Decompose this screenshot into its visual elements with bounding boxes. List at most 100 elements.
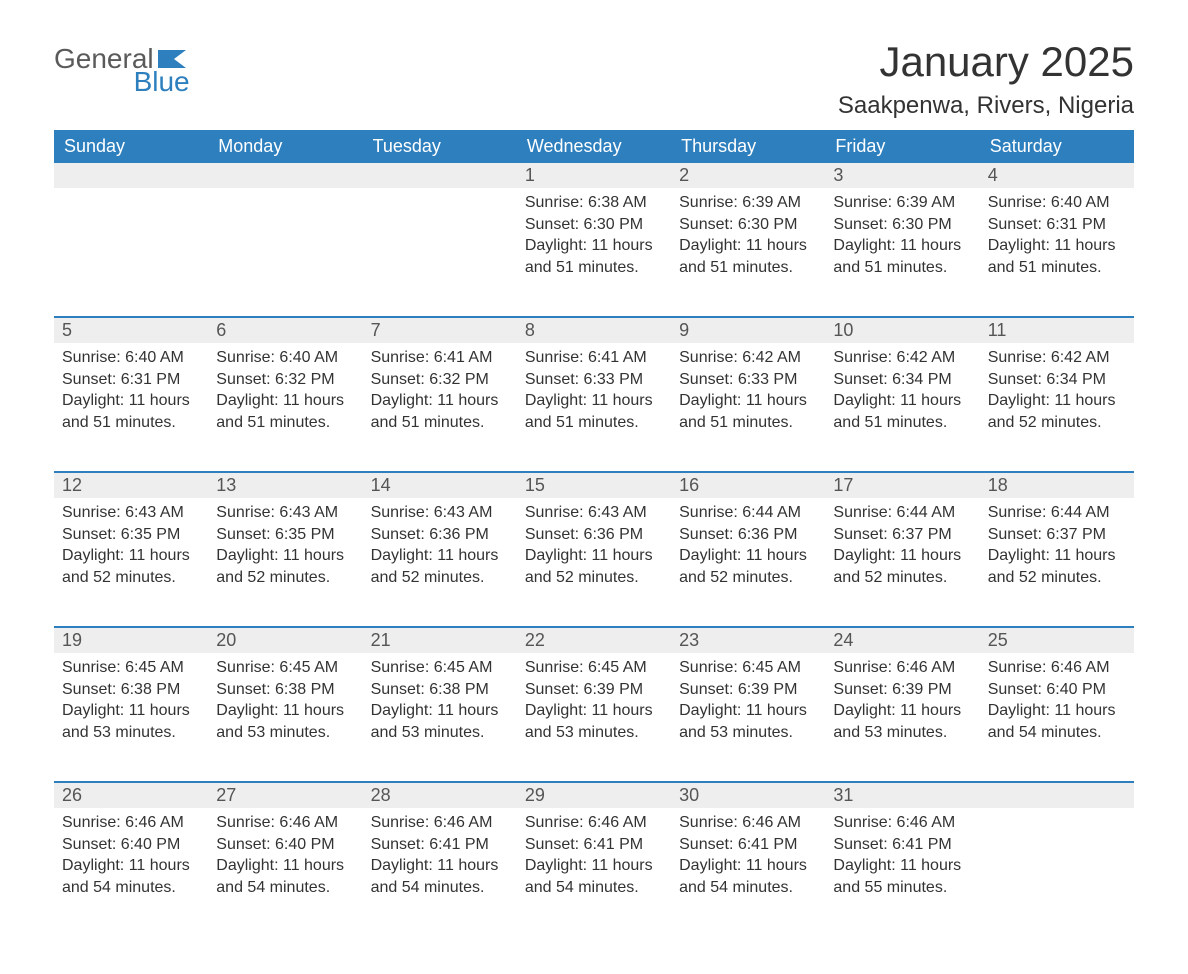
day-details: Sunrise: 6:42 AMSunset: 6:34 PMDaylight:… <box>825 343 979 451</box>
day-number <box>54 163 208 188</box>
details-cell <box>208 188 362 316</box>
daynum-cell: 9 <box>671 316 825 343</box>
details-cell <box>54 188 208 316</box>
day-number: 14 <box>363 471 517 498</box>
sunset-text: Sunset: 6:41 PM <box>833 834 971 856</box>
day-number: 10 <box>825 316 979 343</box>
day-number: 1 <box>517 163 671 188</box>
details-cell: Sunrise: 6:42 AMSunset: 6:33 PMDaylight:… <box>671 343 825 471</box>
sunset-text: Sunset: 6:36 PM <box>371 524 509 546</box>
daylight-line1: Daylight: 11 hours <box>679 390 817 412</box>
details-cell: Sunrise: 6:45 AMSunset: 6:39 PMDaylight:… <box>517 653 671 781</box>
daynum-cell: 26 <box>54 781 208 808</box>
brand-logo: General Blue <box>54 38 190 97</box>
day-number: 19 <box>54 626 208 653</box>
day-number <box>980 781 1134 808</box>
day-number: 13 <box>208 471 362 498</box>
daylight-line2: and 53 minutes. <box>62 722 200 744</box>
daylight-line2: and 51 minutes. <box>988 257 1126 279</box>
sunrise-text: Sunrise: 6:41 AM <box>525 347 663 369</box>
sunrise-text: Sunrise: 6:46 AM <box>679 812 817 834</box>
day-details: Sunrise: 6:46 AMSunset: 6:41 PMDaylight:… <box>363 808 517 916</box>
daylight-line2: and 52 minutes. <box>833 567 971 589</box>
day-details: Sunrise: 6:46 AMSunset: 6:40 PMDaylight:… <box>980 653 1134 761</box>
daylight-line2: and 52 minutes. <box>216 567 354 589</box>
sunset-text: Sunset: 6:35 PM <box>62 524 200 546</box>
day-number: 7 <box>363 316 517 343</box>
daynum-cell: 24 <box>825 626 979 653</box>
details-cell: Sunrise: 6:41 AMSunset: 6:33 PMDaylight:… <box>517 343 671 471</box>
month-title: January 2025 <box>838 38 1134 86</box>
daynum-cell: 3 <box>825 163 979 188</box>
daylight-line2: and 52 minutes. <box>988 567 1126 589</box>
daynum-cell: 5 <box>54 316 208 343</box>
details-cell: Sunrise: 6:43 AMSunset: 6:36 PMDaylight:… <box>517 498 671 626</box>
daylight-line1: Daylight: 11 hours <box>679 235 817 257</box>
sunset-text: Sunset: 6:38 PM <box>216 679 354 701</box>
daynum-cell: 13 <box>208 471 362 498</box>
details-cell: Sunrise: 6:46 AMSunset: 6:40 PMDaylight:… <box>980 653 1134 781</box>
daylight-line1: Daylight: 11 hours <box>988 390 1126 412</box>
daylight-line2: and 51 minutes. <box>525 257 663 279</box>
daylight-line1: Daylight: 11 hours <box>216 545 354 567</box>
sunset-text: Sunset: 6:32 PM <box>216 369 354 391</box>
details-cell: Sunrise: 6:42 AMSunset: 6:34 PMDaylight:… <box>980 343 1134 471</box>
sunrise-text: Sunrise: 6:40 AM <box>988 192 1126 214</box>
daynum-cell: 18 <box>980 471 1134 498</box>
daynum-row: 19202122232425 <box>54 626 1134 653</box>
daynum-cell: 28 <box>363 781 517 808</box>
sunset-text: Sunset: 6:31 PM <box>62 369 200 391</box>
daylight-line1: Daylight: 11 hours <box>371 390 509 412</box>
daynum-cell: 10 <box>825 316 979 343</box>
daynum-cell <box>54 163 208 188</box>
details-cell: Sunrise: 6:46 AMSunset: 6:40 PMDaylight:… <box>208 808 362 936</box>
sunset-text: Sunset: 6:31 PM <box>988 214 1126 236</box>
daylight-line2: and 54 minutes. <box>62 877 200 899</box>
details-cell: Sunrise: 6:42 AMSunset: 6:34 PMDaylight:… <box>825 343 979 471</box>
sunrise-text: Sunrise: 6:40 AM <box>62 347 200 369</box>
daylight-line2: and 52 minutes. <box>371 567 509 589</box>
day-details: Sunrise: 6:43 AMSunset: 6:36 PMDaylight:… <box>517 498 671 606</box>
header: General Blue January 2025 Saakpenwa, Riv… <box>54 38 1134 130</box>
day-details: Sunrise: 6:43 AMSunset: 6:35 PMDaylight:… <box>54 498 208 606</box>
details-cell: Sunrise: 6:43 AMSunset: 6:36 PMDaylight:… <box>363 498 517 626</box>
daylight-line2: and 52 minutes. <box>62 567 200 589</box>
day-details: Sunrise: 6:44 AMSunset: 6:37 PMDaylight:… <box>825 498 979 606</box>
sunset-text: Sunset: 6:41 PM <box>679 834 817 856</box>
details-cell: Sunrise: 6:46 AMSunset: 6:41 PMDaylight:… <box>363 808 517 936</box>
daynum-cell: 8 <box>517 316 671 343</box>
col-sat: Saturday <box>980 130 1134 163</box>
sunrise-text: Sunrise: 6:46 AM <box>216 812 354 834</box>
sunrise-text: Sunrise: 6:40 AM <box>216 347 354 369</box>
sunset-text: Sunset: 6:39 PM <box>679 679 817 701</box>
daylight-line2: and 53 minutes. <box>216 722 354 744</box>
sunrise-text: Sunrise: 6:39 AM <box>833 192 971 214</box>
sunset-text: Sunset: 6:38 PM <box>62 679 200 701</box>
daylight-line2: and 53 minutes. <box>679 722 817 744</box>
day-details: Sunrise: 6:46 AMSunset: 6:41 PMDaylight:… <box>825 808 979 916</box>
daynum-cell: 4 <box>980 163 1134 188</box>
sunrise-text: Sunrise: 6:46 AM <box>833 812 971 834</box>
sunset-text: Sunset: 6:39 PM <box>833 679 971 701</box>
day-number: 28 <box>363 781 517 808</box>
sunrise-text: Sunrise: 6:46 AM <box>988 657 1126 679</box>
day-number: 2 <box>671 163 825 188</box>
day-details: Sunrise: 6:40 AMSunset: 6:31 PMDaylight:… <box>980 188 1134 296</box>
sunset-text: Sunset: 6:39 PM <box>525 679 663 701</box>
col-thu: Thursday <box>671 130 825 163</box>
col-wed: Wednesday <box>517 130 671 163</box>
day-number: 11 <box>980 316 1134 343</box>
daylight-line1: Daylight: 11 hours <box>62 700 200 722</box>
details-cell: Sunrise: 6:40 AMSunset: 6:31 PMDaylight:… <box>54 343 208 471</box>
details-cell: Sunrise: 6:45 AMSunset: 6:38 PMDaylight:… <box>208 653 362 781</box>
daynum-cell <box>980 781 1134 808</box>
sunset-text: Sunset: 6:40 PM <box>988 679 1126 701</box>
day-number <box>363 163 517 188</box>
day-details: Sunrise: 6:44 AMSunset: 6:36 PMDaylight:… <box>671 498 825 606</box>
daylight-line2: and 54 minutes. <box>525 877 663 899</box>
sunset-text: Sunset: 6:41 PM <box>525 834 663 856</box>
day-details: Sunrise: 6:46 AMSunset: 6:41 PMDaylight:… <box>671 808 825 916</box>
daynum-row: 12131415161718 <box>54 471 1134 498</box>
daynum-row: 262728293031 <box>54 781 1134 808</box>
daynum-cell <box>208 163 362 188</box>
